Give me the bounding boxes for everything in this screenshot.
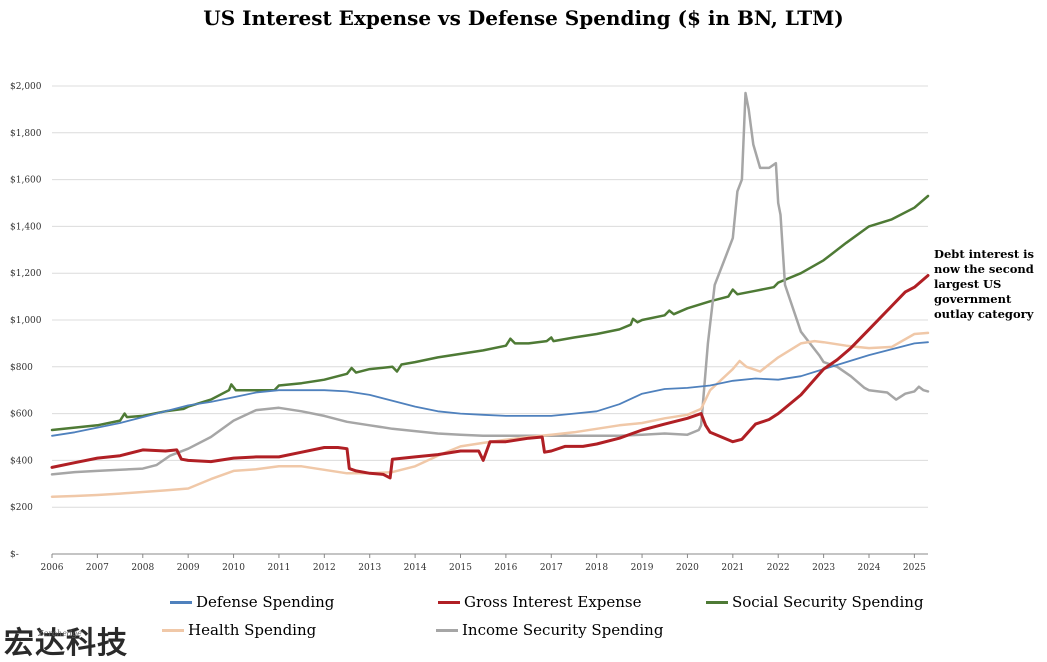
x-tick-label: 2020 bbox=[676, 563, 699, 573]
x-tick-label: 2019 bbox=[631, 563, 654, 573]
x-tick-label: 2011 bbox=[267, 563, 290, 573]
x-tick-label: 2018 bbox=[585, 563, 608, 573]
legend-item-health: Health Spending bbox=[162, 621, 316, 639]
y-tick-label: $2,000 bbox=[10, 82, 42, 92]
line-chart: $- $200 $400 $600 $800 $1,000 $1,200 $1,400 $1,6… bbox=[10, 82, 930, 573]
x-tick-label: 2008 bbox=[131, 563, 154, 573]
series-line-social-security-spending bbox=[50, 194, 930, 432]
y-tick-label: $- bbox=[10, 550, 19, 560]
x-tick-label: 2014 bbox=[404, 563, 427, 573]
y-tick-label: $200 bbox=[10, 503, 33, 513]
legend-label-defense: Defense Spending bbox=[196, 593, 335, 611]
axes: $- $200 $400 $600 $800 $1,000 $1,200 $1,400 $1,6… bbox=[10, 82, 928, 573]
legend-item-social: Social Security Spending bbox=[706, 593, 924, 611]
x-tick-label: 2010 bbox=[222, 563, 245, 573]
x-tick-label: 2023 bbox=[812, 563, 835, 573]
legend-swatch-health bbox=[162, 628, 184, 632]
series bbox=[50, 91, 930, 498]
y-tick-label: $1,200 bbox=[10, 269, 42, 279]
x-tick-label: 2017 bbox=[540, 563, 563, 573]
legend-swatch-interest bbox=[438, 600, 460, 604]
x-tick-label: 2016 bbox=[494, 563, 517, 573]
series-line-income-security-spending bbox=[50, 91, 930, 476]
y-tick-label: $800 bbox=[10, 363, 33, 373]
y-tick-label: $1,600 bbox=[10, 176, 42, 186]
legend-label-health: Health Spending bbox=[188, 621, 317, 639]
y-tick-label: $1,000 bbox=[10, 316, 42, 326]
y-tick-label: $600 bbox=[10, 410, 33, 420]
x-tick-label: 2015 bbox=[449, 563, 472, 573]
watermark-logo: 宏达科技 bbox=[4, 626, 128, 661]
x-tick-label: 2006 bbox=[41, 563, 64, 573]
x-tick-label: 2012 bbox=[313, 563, 336, 573]
legend-label-social: Social Security Spending bbox=[732, 593, 924, 611]
signature: Zerohedge bbox=[38, 629, 82, 638]
x-tick-label: 2007 bbox=[86, 563, 109, 573]
legend-label-income: Income Security Spending bbox=[462, 621, 664, 639]
x-tick-label: 2009 bbox=[177, 563, 200, 573]
chart-annotation: Debt interest is now the second largest … bbox=[934, 247, 1035, 321]
x-tick-label: 2021 bbox=[721, 563, 744, 573]
y-tick-label: $400 bbox=[10, 456, 33, 466]
legend-label-interest: Gross Interest Expense bbox=[464, 593, 642, 611]
legend-swatch-defense bbox=[170, 600, 192, 604]
series-line-gross-interest-expense bbox=[50, 274, 930, 480]
legend-item-interest: Gross Interest Expense bbox=[438, 593, 642, 611]
legend-item-income: Income Security Spending bbox=[436, 621, 663, 639]
series-line-defense-spending bbox=[51, 341, 929, 437]
chart-title: US Interest Expense vs Defense Spending … bbox=[203, 6, 844, 30]
x-tick-label: 2024 bbox=[858, 563, 881, 573]
legend-swatch-income bbox=[436, 628, 458, 632]
legend-swatch-social bbox=[706, 600, 728, 604]
x-tick-label: 2013 bbox=[358, 563, 381, 573]
x-tick-label: 2025 bbox=[903, 563, 926, 573]
x-tick-label: 2022 bbox=[767, 563, 790, 573]
y-tick-label: $1,400 bbox=[10, 222, 42, 232]
y-tick-label: $1,800 bbox=[10, 129, 42, 139]
legend-item-defense: Defense Spending bbox=[170, 593, 334, 611]
